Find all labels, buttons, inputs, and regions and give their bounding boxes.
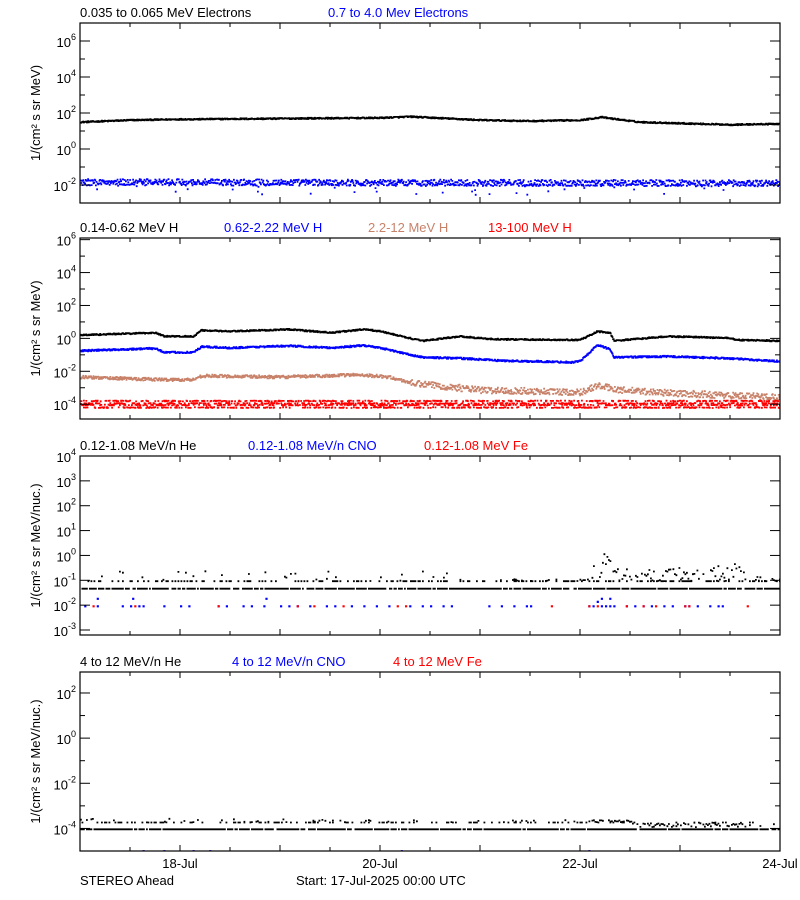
- y-tick-label: 100: [57, 546, 76, 564]
- y-axis-label: 1/(cm² s sr MeV/nuc.): [28, 699, 43, 823]
- y-tick-label: 102: [57, 296, 76, 314]
- y-tick-label: 10-2: [54, 596, 76, 614]
- y-tick-label: 101: [57, 522, 76, 540]
- legend-label: 13-100 MeV H: [488, 220, 572, 235]
- series-2-2-12-mev-h: [80, 372, 780, 402]
- x-tick-label: 22-Jul: [562, 856, 598, 871]
- y-tick-label: 104: [57, 68, 76, 86]
- y-axis-label: 1/(cm² s sr MeV): [28, 280, 43, 376]
- legend-label: 0.12-1.08 MeV/n He: [80, 438, 196, 453]
- y-tick-label: 10-1: [54, 571, 76, 589]
- y-tick-label: 10-3: [54, 621, 76, 639]
- y-tick-label: 10-2: [54, 774, 76, 792]
- series-0-62-2-22-mev-h: [80, 344, 780, 364]
- footer-spacecraft: STEREO Ahead: [80, 873, 174, 888]
- panel-4: 4 to 12 MeV/n He 4 to 12 MeV/n CNO 4 to 12…: [28, 654, 798, 871]
- y-axis-label: 1/(cm² s sr MeV/nuc.): [28, 483, 43, 607]
- panel-1: 0.035 to 0.065 MeV Electrons 0.7 to 4.0 M…: [28, 5, 781, 204]
- legend-label: 2.2-12 MeV H: [368, 220, 448, 235]
- y-tick-label: 102: [57, 684, 76, 702]
- y-tick-label: 103: [57, 472, 76, 490]
- y-tick-label: 100: [57, 729, 76, 747]
- x-tick-label: 20-Jul: [362, 856, 398, 871]
- series-0-035-to-0-065-mev-electrons: [80, 115, 780, 127]
- y-tick-label: 106: [57, 32, 76, 50]
- y-tick-label: 100: [57, 329, 76, 347]
- footer-start-time: Start: 17-Jul-2025 00:00 UTC: [296, 873, 466, 888]
- y-tick-label: 10-4: [54, 395, 76, 413]
- y-axis-label: 1/(cm² s sr MeV): [28, 65, 43, 161]
- legend-label: 4 to 12 MeV/n He: [80, 654, 181, 669]
- legend-label: 0.12-1.08 MeV Fe: [424, 438, 528, 453]
- x-tick-label: 24-Jul: [762, 856, 798, 871]
- legend-label: 4 to 12 MeV/n CNO: [232, 654, 345, 669]
- legend-label: 0.7 to 4.0 Mev Electrons: [328, 5, 469, 20]
- series-0-12-1-08-mev-n-he: [81, 553, 780, 590]
- series-13-100-mev-h: [80, 399, 780, 409]
- plot-frame: [79, 237, 781, 420]
- plot-frame: [79, 22, 781, 204]
- y-tick-label: 10-2: [54, 176, 76, 194]
- plot-frame: [79, 671, 781, 852]
- series-0-7-to-4-0-mev-electrons: [80, 178, 780, 196]
- y-tick-label: 10-4: [54, 819, 76, 837]
- legend-label: 0.035 to 0.065 MeV Electrons: [80, 5, 252, 20]
- series-4-to-12-mev-n-he: [80, 817, 780, 831]
- legend-label: 4 to 12 MeV Fe: [393, 654, 482, 669]
- legend-label: 0.62-2.22 MeV H: [224, 220, 322, 235]
- panel-3: 0.12-1.08 MeV/n He 0.12-1.08 MeV/n CNO 0.1…: [28, 438, 781, 639]
- y-tick-label: 104: [57, 447, 76, 465]
- series-0-12-1-08-mev-fe: [92, 605, 749, 608]
- legend-label: 0.14-0.62 MeV H: [80, 220, 178, 235]
- y-tick-label: 102: [57, 104, 76, 122]
- y-tick-label: 102: [57, 497, 76, 515]
- legend-label: 0.12-1.08 MeV/n CNO: [248, 438, 377, 453]
- plot-frame: [79, 455, 781, 636]
- x-tick-label: 18-Jul: [162, 856, 198, 871]
- series-0-14-0-62-mev-h: [80, 328, 780, 343]
- y-tick-label: 100: [57, 140, 76, 158]
- y-tick-label: 106: [57, 231, 76, 249]
- y-tick-label: 10-2: [54, 362, 76, 380]
- panel-2: 0.14-0.62 MeV H 0.62-2.22 MeV H 2.2-12 MeV…: [28, 220, 781, 420]
- y-tick-label: 104: [57, 264, 76, 282]
